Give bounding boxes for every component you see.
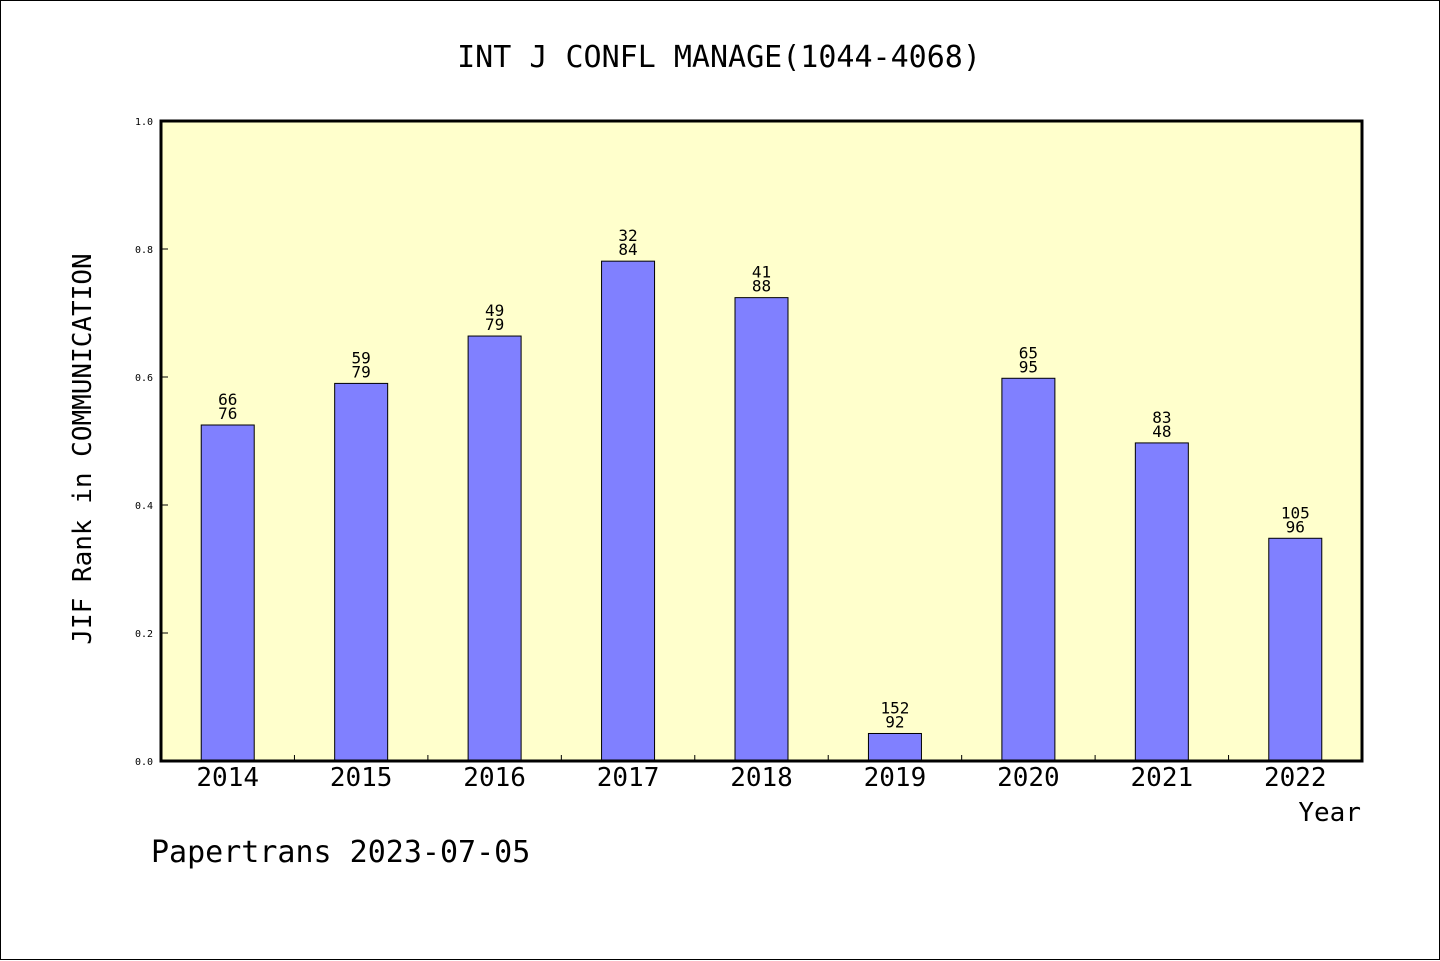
bar [334,382,389,762]
bar-label-top: 66 [218,390,237,409]
bar-label-bottom: 92 [885,712,904,731]
bar-label-bottom: 96 [1286,517,1305,536]
bar [1268,537,1323,762]
bar-label-bottom: 79 [485,315,504,334]
chart-title: INT J CONFL MANAGE(1044-4068) [457,40,981,75]
bar [734,297,789,762]
x-axis-label: Year [1298,798,1361,828]
bar-label-top: 152 [880,698,909,717]
x-tick-label: 2018 [730,763,793,793]
bar-label-top: 59 [352,348,371,367]
bar-label-top: 105 [1281,503,1310,522]
bar-label-top: 41 [752,263,771,282]
bar [601,260,656,762]
y-tick-label: 0.8 [135,245,153,256]
y-tick-label: 0.4 [135,501,153,512]
bar-label-top: 83 [1152,408,1171,427]
x-tick-label: 2015 [330,763,393,793]
bar-label-bottom: 84 [618,240,637,259]
bar-label-bottom: 95 [1019,357,1038,376]
bar-label-top: 65 [1019,343,1038,362]
bar [1001,377,1056,762]
x-tick-label: 2021 [1131,763,1194,793]
x-tick-label: 2022 [1264,763,1327,793]
footer-watermark: Papertrans 2023-07-05 [151,835,531,870]
y-tick-label: 0.2 [135,629,153,640]
plot-border [159,119,1364,763]
x-tick-label: 2014 [196,763,259,793]
bar [200,424,255,762]
bar-label-top: 49 [485,301,504,320]
bar [1134,442,1189,762]
x-axis-ticks: 2014 2015 2016 2017 2018 2019 2020 2021 2022 [196,755,1327,793]
x-tick-label: 2020 [997,763,1060,793]
y-tick-label: 1.0 [135,117,153,128]
bar-label-bottom: 88 [752,277,771,296]
y-tick-label: 0.0 [135,757,153,768]
x-tick-label: 2017 [597,763,660,793]
bar-label-bottom: 48 [1152,422,1171,441]
bar-label-top: 32 [618,226,637,245]
y-tick-label: 0.6 [135,373,153,384]
y-axis-label: JIF Rank in COMMUNICATION [68,253,98,644]
bar-label-bottom: 76 [218,404,237,423]
x-tick-label: 2019 [864,763,927,793]
bar [867,732,922,762]
bar-label-bottom: 79 [352,362,371,381]
bar [467,335,522,762]
x-tick-label: 2016 [463,763,526,793]
